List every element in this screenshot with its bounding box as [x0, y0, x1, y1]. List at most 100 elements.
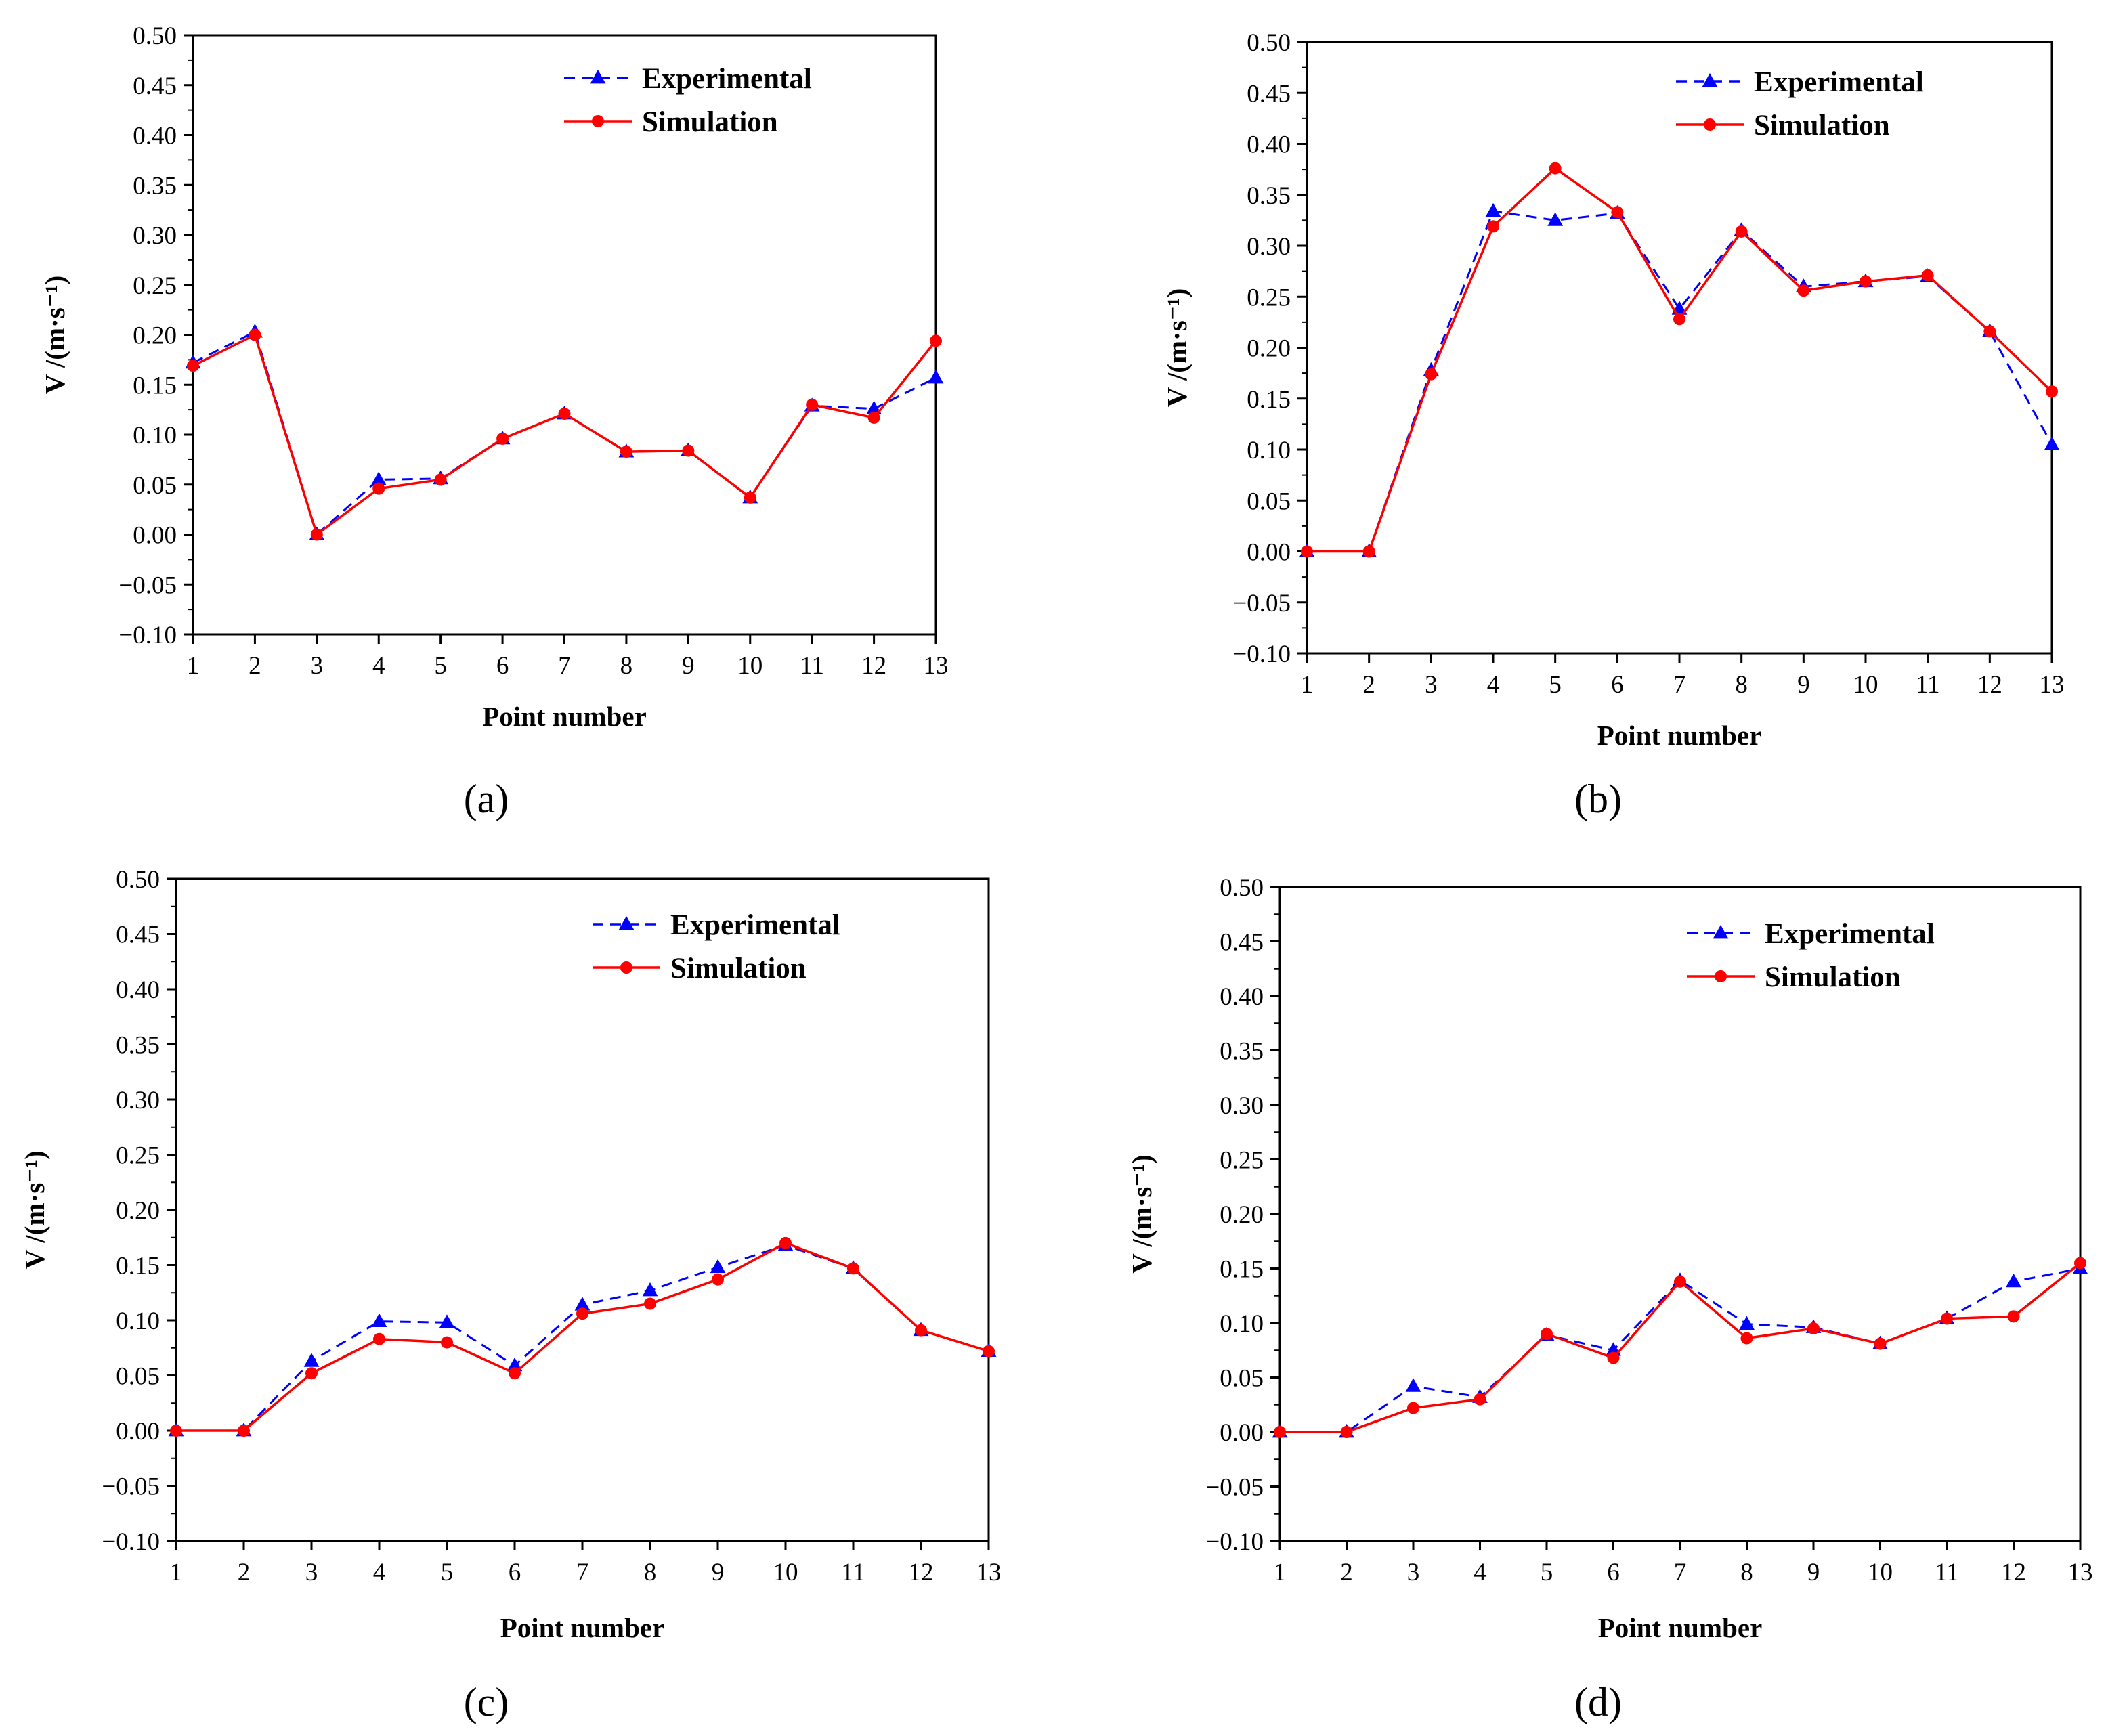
experimental-data-point — [1405, 1378, 1421, 1392]
y-axis-title: V /(m·s⁻¹) — [1126, 1154, 1157, 1274]
x-tick-label: 9 — [1807, 1559, 1820, 1586]
simulation-data-point — [1301, 545, 1313, 558]
simulation-data-point — [2074, 1257, 2086, 1270]
x-tick-label: 10 — [773, 1559, 798, 1586]
panel-label: (d) — [1574, 1680, 1622, 1724]
legend: Experimental Simulation — [1687, 918, 1935, 993]
x-tick-label: 5 — [1541, 1559, 1553, 1586]
y-tick-label: 0.15 — [116, 1253, 160, 1280]
x-tick-label: 6 — [509, 1559, 521, 1586]
x-tick-label: 6 — [1611, 671, 1624, 699]
plot-frame — [1306, 41, 2053, 655]
x-tick-label: 7 — [576, 1559, 589, 1586]
y-tick-label: 0.20 — [133, 322, 177, 350]
simulation-data-point — [1874, 1337, 1887, 1350]
simulation-data-point — [1362, 545, 1375, 558]
y-tick-label: 0.25 — [133, 272, 177, 300]
experimental-series-line — [176, 1244, 989, 1432]
legend-experimental-marker — [1702, 73, 1718, 87]
simulation-data-point — [1541, 1328, 1553, 1341]
y-tick-label: −0.05 — [102, 1473, 160, 1501]
x-axis-title: Point number — [1598, 1612, 1763, 1643]
x-tick-label: 13 — [2068, 1559, 2093, 1586]
simulation-data-point — [509, 1367, 521, 1380]
simulation-data-point — [867, 411, 880, 424]
x-tick-label: 8 — [644, 1559, 657, 1586]
x-tick-label: 1 — [187, 652, 200, 680]
simulation-data-point — [1474, 1393, 1486, 1406]
y-tick-label: 0.40 — [1247, 131, 1291, 159]
simulation-data-point — [779, 1236, 792, 1249]
y-axis-title: V /(m·s⁻¹) — [19, 1150, 50, 1270]
plot-frame — [1278, 886, 2082, 1542]
x-tick-label: 4 — [373, 1559, 386, 1586]
experimental-data-point — [710, 1259, 726, 1274]
y-tick-label: −0.10 — [1205, 1528, 1264, 1556]
y-tick-label: 0.35 — [133, 172, 177, 200]
y-tick-label: −0.10 — [102, 1528, 160, 1556]
x-tick-label: 9 — [712, 1559, 725, 1586]
simulation-series-line — [192, 333, 937, 537]
y-tick-label: 0.25 — [1220, 1147, 1264, 1175]
simulation-data-point — [620, 446, 632, 458]
panel-label: (a) — [464, 777, 509, 821]
simulation-data-point — [1941, 1312, 1953, 1325]
x-tick-label: 12 — [909, 1559, 934, 1586]
x-tick-label: 3 — [305, 1559, 318, 1586]
x-axis-title: Point number — [482, 701, 647, 732]
x-tick-label: 7 — [1674, 1559, 1687, 1586]
legend: Experimental Simulation — [564, 63, 812, 138]
simulation-data-point — [576, 1307, 588, 1320]
x-tick-label: 1 — [1301, 671, 1314, 699]
y-tick-label: 0.00 — [1247, 539, 1291, 567]
y-tick-label: 0.00 — [133, 522, 177, 550]
y-tick-label: 0.15 — [1247, 386, 1291, 414]
y-tick-label: −0.10 — [1232, 641, 1291, 668]
simulation-data-point — [372, 482, 385, 495]
x-tick-label: 1 — [170, 1559, 183, 1586]
y-tick-label: 0.00 — [1220, 1419, 1264, 1447]
experimental-data-point — [574, 1297, 590, 1311]
experimental-data-point — [439, 1314, 455, 1328]
y-tick-label: −0.05 — [119, 571, 177, 599]
x-tick-label: 3 — [1425, 671, 1438, 699]
x-tick-label: 9 — [1797, 671, 1810, 699]
y-tick-label: 0.30 — [116, 1087, 160, 1114]
y-tick-label: 0.35 — [1247, 182, 1291, 210]
y-tick-label: 0.10 — [133, 422, 177, 450]
experimental-data-point — [2006, 1273, 2021, 1288]
y-tick-label: 0.10 — [116, 1307, 160, 1335]
experimental-data-point — [1485, 202, 1501, 217]
simulation-data-point — [187, 360, 199, 372]
x-tick-label: 5 — [1549, 671, 1562, 699]
y-tick-label: 0.35 — [1220, 1038, 1264, 1066]
y-tick-label: 0.45 — [1247, 80, 1291, 108]
panel-label: (c) — [464, 1680, 509, 1724]
simulation-data-point — [682, 444, 695, 457]
chart-panel-c: −0.10 −0.05 0.00 0.05 0.10 0.15 0.20 0.25 0.30 0.… — [19, 866, 1002, 1724]
simulation-data-point — [1674, 1275, 1686, 1288]
simulation-data-point — [1735, 225, 1748, 238]
legend-simulation-label: Simulation — [670, 953, 807, 984]
y-tick-label: 0.50 — [116, 866, 160, 894]
y-tick-label: −0.05 — [1205, 1474, 1264, 1502]
simulation-data-point — [238, 1425, 250, 1437]
simulation-data-point — [1673, 313, 1685, 326]
legend-simulation-label: Simulation — [1765, 961, 1901, 993]
y-tick-label: 0.25 — [116, 1142, 160, 1170]
x-tick-label: 6 — [496, 652, 509, 680]
simulation-data-point — [1425, 368, 1438, 381]
legend: Experimental Simulation — [593, 909, 840, 984]
x-tick-label: 4 — [372, 652, 385, 680]
chart-panel-b: −0.10 −0.05 0.00 0.05 0.10 0.15 0.20 0.25 0.30 0.… — [1161, 29, 2065, 821]
x-tick-label: 2 — [1340, 1559, 1353, 1586]
legend-simulation-marker — [1704, 118, 1716, 131]
y-tick-label: 0.30 — [133, 222, 177, 250]
legend-experimental-marker — [590, 70, 606, 84]
experimental-data-point — [507, 1357, 523, 1372]
simulation-data-point — [1611, 206, 1624, 219]
simulation-data-point — [744, 491, 756, 504]
legend-simulation-label: Simulation — [1754, 110, 1890, 142]
experimental-series-line — [1280, 1267, 2081, 1433]
experimental-data-point — [1547, 212, 1564, 226]
